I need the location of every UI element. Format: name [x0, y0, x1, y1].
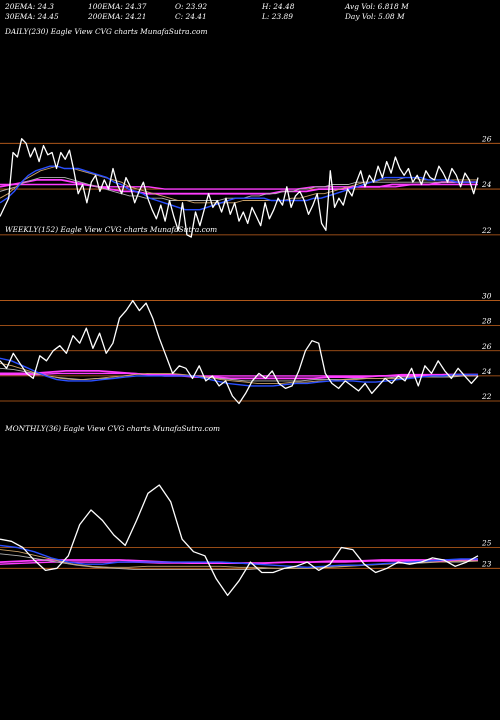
- header-avg-vol: Avg Vol: 6.818 M: [345, 2, 409, 11]
- y-tick-label: 24: [481, 180, 492, 189]
- y-tick-label: 22: [481, 392, 492, 401]
- ema-line-5: [0, 183, 478, 190]
- y-tick-label: 25: [481, 539, 492, 548]
- ema-line-2: [0, 362, 478, 384]
- header-open: O: 23.92: [175, 2, 208, 11]
- monthly-panel-label: MONTHLY(36) Eagle View CVG charts Munafa…: [5, 424, 221, 433]
- chart-panel-0: 22 24 26: [0, 134, 500, 238]
- header-20ema: 20EMA: 24.3: [5, 2, 54, 11]
- ema-line-2: [0, 165, 478, 204]
- y-tick-label: 26: [481, 342, 492, 351]
- price-line: [0, 138, 479, 238]
- ema-line-4: [0, 178, 478, 195]
- y-tick-label: 30: [482, 292, 492, 301]
- chart-panel-2: 23 25: [0, 484, 500, 597]
- y-tick-label: 28: [481, 317, 492, 326]
- header-close: C: 24.41: [175, 12, 207, 21]
- ema-line-1: [0, 357, 478, 387]
- y-tick-label: 26: [481, 134, 492, 143]
- header-low: L: 23.89: [262, 12, 293, 21]
- header-200ema: 200EMA: 24.21: [88, 12, 147, 21]
- ema-line-2: [0, 549, 478, 569]
- header-high: H: 24.48: [262, 2, 295, 11]
- header-100ema: 100EMA: 24.37: [88, 2, 147, 11]
- ema-line-1: [0, 165, 478, 211]
- ema-line-5: [0, 372, 478, 377]
- price-line: [0, 484, 479, 597]
- y-tick-label: 22: [481, 226, 492, 235]
- y-tick-label: 23: [481, 559, 492, 568]
- header-day-vol: Day Vol: 5.08 M: [345, 12, 405, 21]
- header-30ema: 30EMA: 24.45: [5, 12, 59, 21]
- chart-panel-1: 22 24 26 28 30: [0, 292, 500, 405]
- daily-panel-label: DAILY(230) Eagle View CVG charts MunafaS…: [5, 27, 208, 36]
- price-line: [0, 299, 479, 405]
- y-tick-label: 24: [481, 367, 492, 376]
- weekly-panel-label: WEEKLY(152) Eagle View CVG charts Munafa…: [5, 225, 218, 234]
